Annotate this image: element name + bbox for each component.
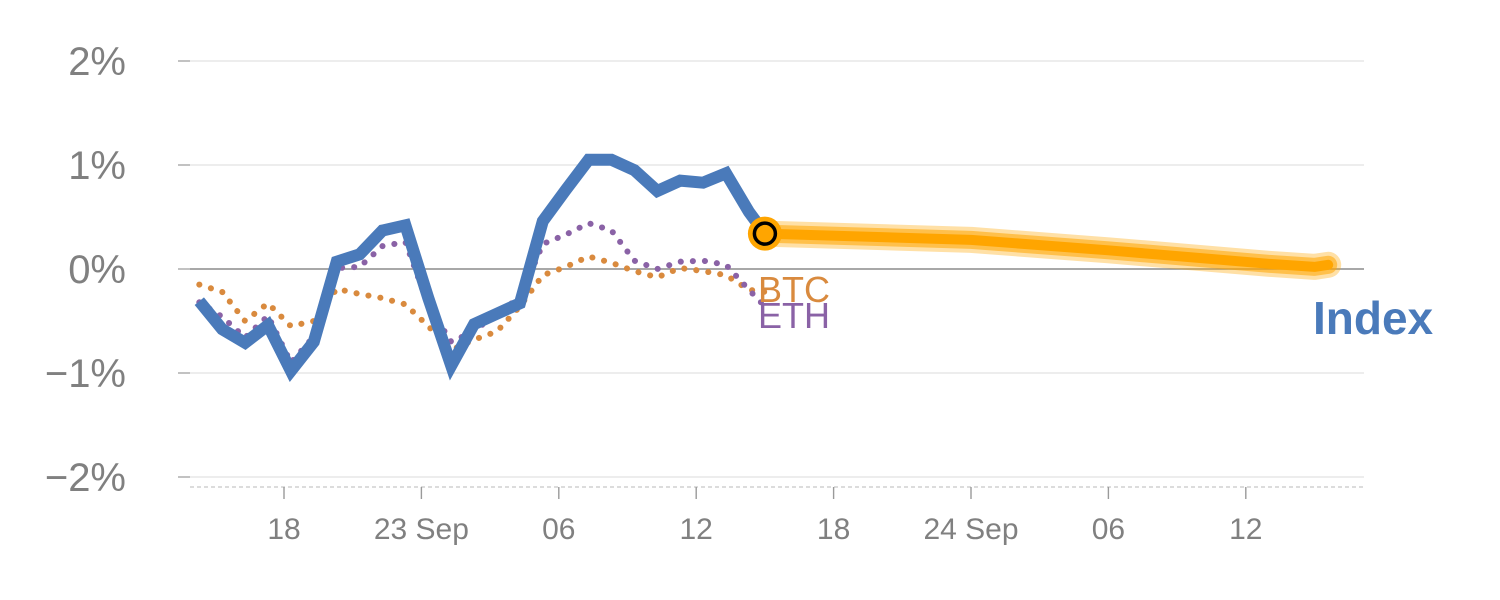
x-tick-label: 06 — [1092, 513, 1125, 546]
x-tick-label: 12 — [1229, 513, 1262, 546]
label-layer: BTC ETH Index — [758, 269, 1434, 344]
series-line-index — [194, 153, 770, 383]
axis-layer: 2% 1% 0% −1% −2% 18 23 Sep 06 12 18 24 Sep 06 12 — [45, 40, 1364, 546]
y-tick-label: −1% — [45, 352, 126, 396]
current-point-marker — [752, 221, 778, 246]
x-tick-label: 06 — [542, 513, 575, 546]
series-label-btc: BTC — [758, 269, 830, 310]
y-tick-label: 1% — [68, 144, 126, 188]
series-line-btc — [196, 253, 768, 354]
x-tick-label: 18 — [267, 513, 300, 546]
series-label-eth: ETH — [758, 295, 830, 336]
y-tick-label: −2% — [45, 456, 126, 500]
y-tick-label: 2% — [68, 40, 126, 84]
y-tick-label: 0% — [68, 248, 126, 292]
x-tick-label: 23 Sep — [374, 513, 469, 546]
x-tick-label: 24 Sep — [923, 513, 1018, 546]
series-line-eth — [196, 220, 768, 366]
x-tick-label: 18 — [817, 513, 850, 546]
series-layer — [194, 153, 1342, 383]
forecast-line — [759, 228, 1334, 272]
series-label-index: Index — [1313, 292, 1434, 344]
x-tick-label: 12 — [680, 513, 713, 546]
grid-layer — [190, 60, 1364, 478]
